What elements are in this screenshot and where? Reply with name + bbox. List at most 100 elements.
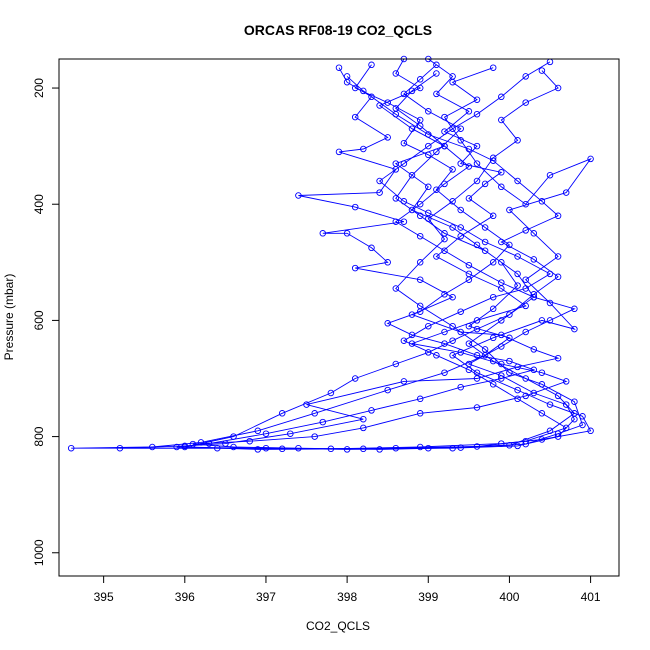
data-point	[368, 61, 375, 69]
data-point	[449, 352, 456, 359]
data-point	[441, 247, 448, 254]
data-point	[408, 171, 416, 179]
data-point	[489, 305, 497, 313]
data-point	[392, 105, 400, 112]
data-point	[433, 61, 440, 69]
data-point	[498, 169, 505, 176]
data-point	[230, 443, 237, 451]
data-point	[425, 142, 432, 150]
plot-area	[67, 55, 594, 453]
data-point	[441, 328, 448, 336]
data-point	[392, 218, 400, 225]
data-point	[571, 305, 578, 313]
x-axis: 395 396 397 398 399 400 401	[94, 576, 601, 604]
data-point	[481, 180, 489, 188]
data-point	[327, 389, 335, 397]
data-point	[343, 73, 351, 80]
data-point	[408, 340, 416, 347]
data-point	[351, 375, 359, 382]
data-point	[562, 401, 570, 408]
data-point	[173, 443, 180, 451]
data-point	[408, 331, 416, 339]
data-point	[473, 177, 481, 185]
data-point	[554, 354, 562, 362]
data-point	[400, 378, 408, 385]
x-tick-label: 397	[256, 590, 276, 604]
data-point	[311, 410, 318, 417]
data-point	[522, 73, 529, 80]
data-point	[506, 334, 513, 342]
data-point	[522, 285, 529, 292]
data-point	[473, 142, 481, 150]
data-point	[473, 96, 481, 103]
data-point	[351, 203, 359, 211]
data-point	[254, 446, 262, 453]
data-point	[262, 430, 270, 437]
data-point	[554, 212, 562, 220]
data-point	[498, 183, 505, 191]
data-point	[514, 270, 521, 278]
data-point	[433, 148, 440, 156]
data-point	[489, 293, 497, 301]
data-point	[416, 276, 424, 283]
data-point	[465, 340, 473, 347]
data-point	[506, 206, 513, 214]
data-point	[343, 230, 351, 237]
data-point	[538, 369, 546, 376]
data-point	[546, 401, 554, 408]
data-point	[522, 392, 529, 400]
data-point	[465, 108, 473, 115]
data-point	[579, 421, 586, 429]
data-point	[473, 110, 481, 118]
data-point	[481, 238, 489, 246]
data-point	[465, 360, 473, 368]
data-point	[538, 67, 546, 74]
x-tick-label: 401	[581, 590, 601, 604]
data-point	[392, 360, 400, 368]
data-point	[449, 125, 456, 132]
data-point	[498, 317, 505, 324]
data-point	[481, 247, 489, 254]
data-point	[408, 87, 416, 95]
data-point	[465, 195, 473, 202]
data-point	[538, 198, 546, 205]
data-point	[587, 427, 594, 435]
data-point	[457, 160, 464, 167]
data-point	[457, 383, 464, 391]
data-point	[360, 445, 367, 453]
data-point	[335, 64, 343, 71]
data-point	[481, 224, 489, 231]
data-point	[506, 311, 513, 318]
data-point	[351, 84, 359, 92]
data-point	[416, 395, 424, 403]
data-point	[425, 108, 432, 115]
data-point	[489, 157, 497, 164]
data-point	[311, 433, 318, 440]
x-axis-label: CO2_QCLS	[306, 619, 370, 633]
data-point	[465, 276, 473, 283]
data-point	[522, 302, 529, 310]
data-point	[416, 200, 424, 208]
data-point	[392, 166, 400, 173]
data-point	[473, 352, 481, 359]
data-point	[530, 230, 538, 237]
data-point	[489, 381, 497, 388]
data-point	[384, 259, 391, 266]
data-point	[530, 346, 538, 353]
data-point	[530, 389, 538, 397]
data-point	[384, 320, 391, 327]
data-point	[587, 155, 594, 163]
data-point	[425, 131, 432, 138]
data-point	[400, 139, 408, 147]
x-tick-label: 395	[94, 590, 114, 604]
data-point	[392, 195, 400, 202]
data-point	[514, 137, 521, 144]
data-point	[376, 446, 383, 453]
chart-title: ORCAS RF08-19 CO2_QCLS	[244, 22, 432, 38]
plot-frame	[58, 58, 620, 577]
data-point	[360, 87, 367, 95]
data-point	[425, 322, 432, 330]
data-point	[522, 200, 529, 208]
data-point	[205, 440, 213, 447]
data-point	[230, 433, 237, 440]
